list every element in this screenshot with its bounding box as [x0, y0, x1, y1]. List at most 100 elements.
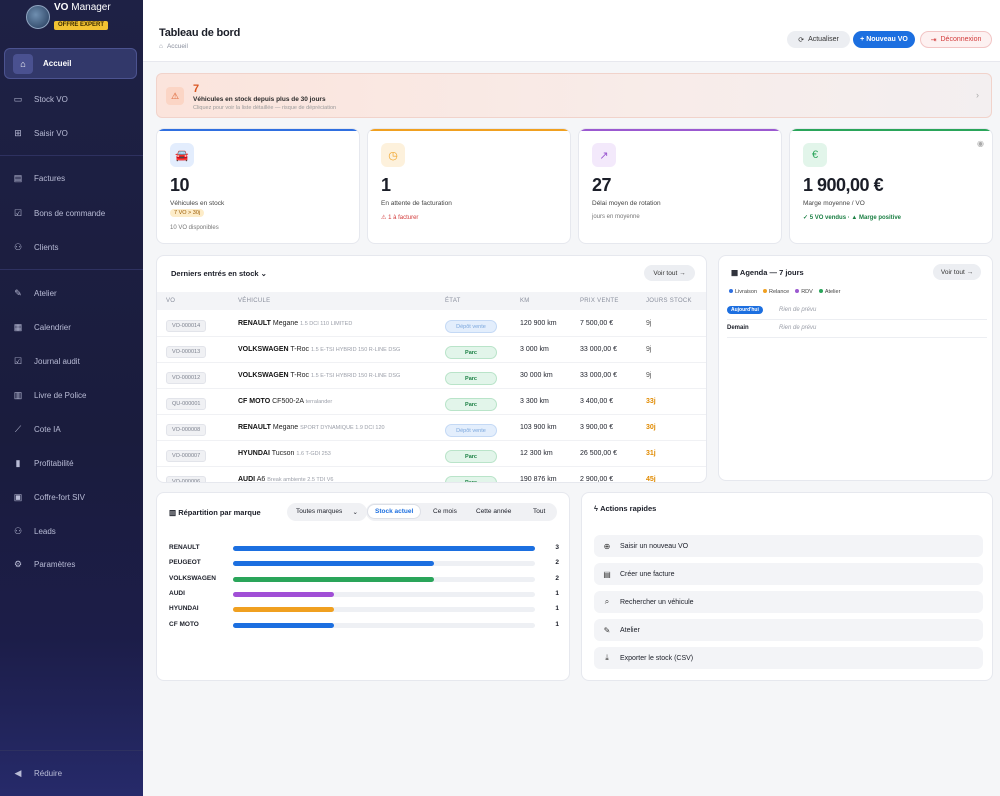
document-icon: ▤ — [13, 173, 23, 183]
state-badge: Parc — [445, 476, 497, 482]
agenda-legend: Livraison Relance RDV Atelier — [729, 289, 840, 295]
sidebar-item-parametres[interactable]: ⚙ Paramètres — [4, 549, 137, 580]
days-cell: 30j — [646, 424, 656, 431]
tab-current-stock[interactable]: Stock actuel — [368, 505, 421, 518]
sidebar-item-livre-de-police[interactable]: ▥ Livre de Police — [4, 380, 137, 411]
table-row[interactable]: VO-000014 RENAULT Megane 1.5 DCI 110 LIM… — [157, 311, 706, 337]
agenda-panel: ▦ Agenda — 7 jours Voir tout → Livraison… — [718, 255, 993, 481]
vehicle-model: Megane — [272, 320, 299, 327]
brand-filter-select[interactable]: Toutes marques ⌄ — [287, 503, 367, 521]
vo-id: VO-000006 — [166, 476, 207, 482]
vehicle-cell: VOLKSWAGEN T-Roc 1.5 E-TSI HYBRID 150 R-… — [238, 372, 400, 379]
tab-this-month[interactable]: Ce mois — [433, 508, 457, 515]
sidebar-item-saisir-vo[interactable]: ⊞ Saisir VO — [4, 118, 137, 149]
breadcrumb-item[interactable]: Accueil — [166, 43, 188, 50]
bar-track — [233, 622, 535, 628]
panel-title[interactable]: Derniers entrés en stock ⌄ — [171, 269, 267, 278]
view-all-stock-button[interactable]: Voir tout → — [644, 265, 695, 281]
bar-row: VOLKSWAGEN 2 — [169, 574, 559, 586]
kpi-card-rotation[interactable]: ↗ 27 Délai moyen de rotation jours en mo… — [578, 128, 782, 244]
table-row[interactable]: VO-000007 HYUNDAI Tucson 1.6 T-GDI 253 P… — [157, 441, 706, 467]
collapse-label: Réduire — [34, 769, 63, 778]
sidebar-item-label: Livre de Police — [34, 391, 87, 400]
kpi-card-margin[interactable]: € ◉ 1 900,00 € Marge moyenne / VO ✓ 5 VO… — [789, 128, 993, 244]
chevron-right-icon: › — [976, 90, 979, 100]
quick-action-button[interactable]: ▤ Créer une facture — [594, 563, 983, 585]
collapse-sidebar-button[interactable]: ◀ Réduire — [4, 758, 137, 789]
days-cell: 9j — [646, 346, 652, 353]
alert-count: 7 — [193, 83, 200, 95]
sidebar-item-profitabilite[interactable]: ▮ Profitabilité — [4, 448, 137, 479]
vehicle-cell: CF MOTO CF500-2A terralander — [238, 398, 332, 405]
table-row[interactable]: VO-000012 VOLKSWAGEN T-Roc 1.5 E-TSI HYB… — [157, 363, 706, 389]
new-vo-button[interactable]: + Nouveau VO — [853, 31, 915, 48]
tab-this-year[interactable]: Cette année — [476, 508, 512, 515]
col-price: PRIX VENTE — [580, 298, 619, 304]
col-km: KM — [520, 298, 530, 304]
recent-stock-panel: Derniers entrés en stock ⌄ Voir tout → V… — [156, 255, 707, 483]
table-row[interactable]: QU-000001 CF MOTO CF500-2A terralander P… — [157, 389, 706, 415]
vehicle-version: terralander — [305, 399, 333, 405]
sidebar-item-factures[interactable]: ▤ Factures — [4, 163, 137, 194]
sidebar-item-cote-ia[interactable]: ⟋ Cote IA — [4, 414, 137, 445]
sidebar-item-clients[interactable]: ⚇ Clients — [4, 232, 137, 263]
bar-row: CF MOTO 1 — [169, 620, 559, 632]
vehicle-version: SPORT DYNAMIQUE 1.9 DCI 120 — [300, 425, 385, 431]
legend-item: Atelier — [819, 289, 841, 295]
sidebar-item-label: Journal audit — [34, 357, 80, 366]
today-badge: Aujourd'hui — [727, 306, 763, 314]
document-icon: ▤ — [603, 569, 611, 579]
vehicle-brand: RENAULT — [238, 424, 271, 431]
bar-value: 2 — [555, 559, 559, 567]
home-icon: ⌂ — [13, 53, 33, 74]
sidebar-item-calendrier[interactable]: ▦ Calendrier — [4, 312, 137, 343]
sidebar-item-atelier[interactable]: ✎ Atelier — [4, 278, 137, 309]
refresh-button[interactable]: ⟳ Actualiser — [787, 31, 850, 48]
view-all-agenda-button[interactable]: Voir tout → — [933, 264, 981, 280]
stock-age-alert[interactable]: ⚠ 7 Véhicules en stock depuis plus de 30… — [156, 73, 992, 118]
bar-track — [233, 561, 535, 567]
tab-all[interactable]: Tout — [533, 508, 546, 515]
bar — [233, 591, 334, 597]
kpi-card-billing[interactable]: ◷ 1 En attente de facturation ⚠ 1 à fact… — [367, 128, 571, 244]
users-icon: ⚇ — [13, 242, 23, 252]
state-badge: Dépôt vente — [445, 320, 497, 333]
km-cell: 3 300 km — [520, 398, 549, 405]
sidebar-item-label: Cote IA — [34, 425, 61, 434]
plus-icon: ⊞ — [14, 128, 22, 138]
sidebar-item-accueil[interactable]: ⌂ Accueil — [4, 48, 137, 79]
agenda-empty: Rien de prévu — [779, 325, 817, 331]
sidebar-item-leads[interactable]: ⚇ Leads — [4, 516, 137, 547]
app-logo[interactable]: VO Manager OFFRE EXPERT — [26, 2, 111, 31]
price-cell: 3 400,00 € — [580, 398, 614, 405]
vehicle-cell: RENAULT Megane SPORT DYNAMIQUE 1.9 DCI 1… — [238, 424, 385, 431]
sidebar-item-journal-audit[interactable]: ☑ Journal audit — [4, 346, 137, 377]
kpi-label: Marge moyenne / VO — [803, 200, 865, 207]
logout-label: Déconnexion — [940, 36, 982, 43]
sidebar-item-coffre-fort-siv[interactable]: ▣ Coffre-fort SIV — [4, 482, 137, 513]
bar — [233, 622, 334, 628]
eye-icon[interactable]: ◉ — [977, 139, 984, 148]
kpi-value: 27 — [592, 175, 612, 195]
table-row[interactable]: VO-000008 RENAULT Megane SPORT DYNAMIQUE… — [157, 415, 706, 441]
quick-action-button[interactable]: ⤓ Exporter le stock (CSV) — [594, 647, 983, 669]
sidebar-item-bons-de-commande[interactable]: ☑ Bons de commande — [4, 198, 137, 229]
kpi-value: 10 — [170, 175, 190, 195]
search-icon: ⌕ — [604, 597, 610, 606]
price-cell: 3 900,00 € — [580, 424, 614, 431]
kpi-sub: ⚠ 1 à facturer — [381, 215, 419, 221]
table-row[interactable]: VO-000013 VOLKSWAGEN T-Roc 1.5 E-TSI HYB… — [157, 337, 706, 363]
kpi-card-stock[interactable]: 🚘 10 Véhicules en stock 7 VO > 30j 10 VO… — [156, 128, 360, 244]
quick-action-button[interactable]: ✎ Atelier — [594, 619, 983, 641]
table-row[interactable]: VO-000006 AUDI A6 Break ambiente 2.5 TDI… — [157, 467, 706, 483]
logout-button[interactable]: ⇥ Déconnexion — [920, 31, 992, 48]
quick-action-label: Atelier — [620, 626, 640, 634]
vehicle-model: Tucson — [271, 450, 295, 457]
km-cell: 190 876 km — [520, 476, 557, 483]
sidebar-item-label: Coffre-fort SIV — [34, 493, 85, 502]
vehicle-cell: RENAULT Megane 1.5 DCI 110 LIMITED — [238, 320, 352, 327]
bar-value: 1 — [555, 605, 559, 613]
sidebar-item-stock-vo[interactable]: ▭ Stock VO — [4, 84, 137, 115]
quick-action-button[interactable]: ⊕ Saisir un nouveau VO — [594, 535, 983, 557]
quick-action-button[interactable]: ⌕ Rechercher un véhicule — [594, 591, 983, 613]
